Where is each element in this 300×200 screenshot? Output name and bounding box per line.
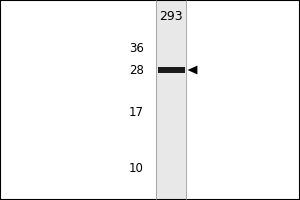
Polygon shape <box>188 66 197 74</box>
Text: 293: 293 <box>159 10 183 23</box>
Text: 28: 28 <box>129 64 144 76</box>
Text: 17: 17 <box>129 106 144 118</box>
Bar <box>156 0 186 200</box>
Text: 10: 10 <box>129 162 144 174</box>
Text: 36: 36 <box>129 42 144 54</box>
Bar <box>158 67 185 73</box>
